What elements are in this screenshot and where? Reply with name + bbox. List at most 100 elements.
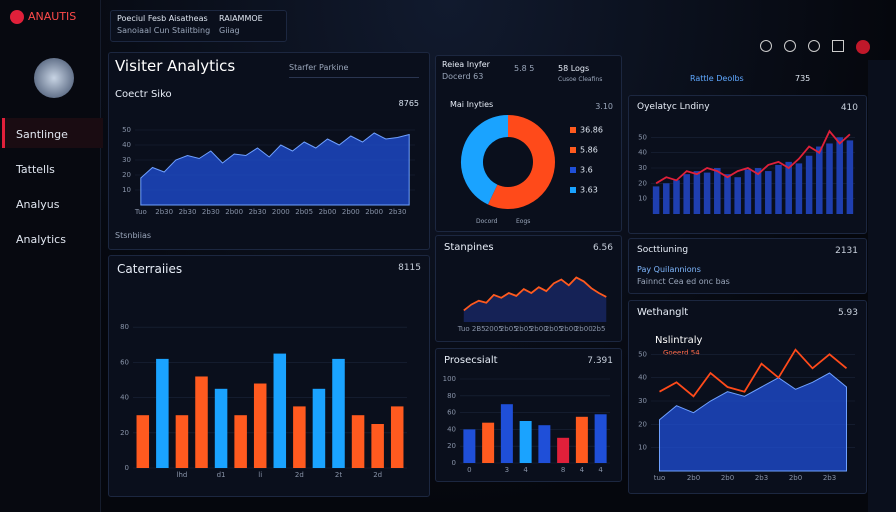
bar	[714, 168, 721, 214]
nav-item[interactable]: Analytics	[16, 233, 66, 246]
x-tick-label: 4	[598, 466, 603, 474]
y-tick-label: 60	[447, 409, 456, 417]
y-tick-label: 0	[452, 459, 456, 467]
bar	[734, 177, 741, 214]
x-tick-label: li	[258, 471, 262, 479]
x-tick-label: 2b05	[500, 325, 518, 333]
chart-title: Stanpines	[444, 242, 494, 253]
toolbar-value: 735	[795, 74, 811, 83]
x-tick-label: 8	[561, 466, 565, 474]
icon[interactable]	[808, 40, 820, 52]
dropdown[interactable]: Starfer Parkine	[289, 63, 419, 78]
panel-sub: Docerd 63	[442, 72, 484, 81]
x-tick-label: 2b30	[389, 208, 407, 216]
donut-segment	[488, 115, 555, 209]
x-tick-label: 2b00	[365, 208, 383, 216]
donut-panel: Reiea Inyfer Docerd 63 5.8 5 58 Logs Cus…	[435, 55, 622, 232]
bar	[156, 358, 169, 468]
nav-item[interactable]: Santlinge	[16, 128, 68, 141]
bar	[805, 155, 813, 214]
x-tick-label: 2b30	[179, 208, 197, 216]
x-tick-label: 2d	[373, 471, 382, 479]
area	[659, 372, 847, 472]
legend-label: 5.86	[580, 146, 598, 155]
line-panel: Stanpines 6.56 Tuo 2B5 2005 2b05 2b05 2b00 2b0…	[435, 235, 622, 342]
brand: ANAUTIS	[28, 10, 77, 23]
donut-label: Docord	[476, 218, 498, 225]
bar	[724, 174, 731, 214]
x-tick-label: 2b0	[687, 474, 700, 482]
bar	[312, 388, 326, 468]
info-box: 5.8 5	[514, 64, 535, 73]
bar	[754, 168, 762, 214]
legend-swatch	[570, 187, 576, 193]
legend-label: 3.6	[580, 166, 593, 175]
chart-readout: 8765	[398, 99, 419, 108]
bar	[371, 424, 384, 468]
bar	[775, 164, 782, 214]
x-tick-label: 2b00	[575, 325, 593, 333]
nav-item[interactable]: Analyus	[16, 198, 60, 211]
panel-footer: Stsnbiias	[115, 231, 152, 240]
bar	[195, 376, 208, 468]
bar	[744, 169, 752, 214]
legend-swatch	[570, 147, 576, 153]
bar	[351, 415, 365, 468]
bar	[519, 421, 532, 463]
chart-title: Caterraiies	[117, 262, 183, 276]
bar	[652, 186, 660, 214]
icon[interactable]	[784, 40, 796, 52]
nav-item[interactable]: Tattells	[16, 163, 55, 176]
chart-title: Coectr Siko	[115, 89, 172, 100]
toolbar-label[interactable]: Rattle Deolbs	[690, 74, 744, 83]
x-tick-label: 2b00	[319, 208, 337, 216]
y-tick-label: 10	[122, 186, 131, 194]
note: Pay Quilannions	[637, 265, 701, 274]
avatar[interactable]	[856, 40, 870, 54]
chart-readout: 5.93	[837, 308, 858, 318]
x-tick-label: 2b00	[530, 325, 548, 333]
right-strip	[868, 60, 896, 512]
chart-title: Prosecsialt	[444, 355, 498, 366]
chart-readout: 7.391	[587, 356, 613, 366]
bar	[836, 137, 843, 214]
bar	[482, 422, 495, 463]
tab-sub: Giiag	[219, 26, 240, 35]
y-tick-label: 40	[122, 141, 131, 149]
top-tab[interactable]: Poeciul Fesb Aisatheas Sanoiaal Cun Stai…	[110, 10, 287, 42]
x-tick-label: Tuo	[457, 325, 470, 333]
bar	[826, 143, 833, 214]
chart: 36.86 5.86 3.6 3.63	[461, 115, 603, 209]
tab-sub: Sanoiaal Cun Staiitbing	[117, 26, 211, 35]
x-tick-label: 2b00	[342, 208, 360, 216]
page-title: Visiter Analytics	[115, 57, 236, 75]
legend-swatch	[570, 167, 576, 173]
icon[interactable]	[760, 40, 772, 52]
x-tick-label: 2b05	[515, 325, 533, 333]
x-tick-label: 2B5	[472, 325, 486, 333]
icon[interactable]	[832, 40, 844, 52]
bar	[575, 416, 588, 463]
bar	[785, 161, 792, 214]
bar	[795, 163, 803, 214]
chart-title: Oyelatyc Lndiny	[637, 102, 710, 112]
x-tick-label: 2005	[485, 325, 503, 333]
tab-title: RAIAMMOE	[219, 14, 263, 23]
line	[659, 348, 848, 398]
x-tick-label: 2b3	[755, 474, 768, 482]
y-tick-label: 80	[120, 323, 129, 331]
bar	[765, 171, 772, 214]
x-tick-label: d1	[217, 471, 226, 479]
bar	[663, 183, 670, 214]
x-tick-label: 2b3	[823, 474, 836, 482]
y-tick-label: 20	[638, 420, 647, 428]
logo	[10, 10, 24, 24]
y-tick-label: 10	[638, 195, 647, 203]
chart-readout: 6.56	[592, 243, 613, 253]
x-tick-label: 3	[505, 466, 509, 474]
x-tick-label: 2b05	[295, 208, 313, 216]
bar	[673, 180, 680, 214]
panel-title: Socttiuning	[637, 245, 689, 255]
chart: 10 20 30 40 50 tuo 2b0 2b0 2b3 2b0 2b3	[638, 348, 855, 482]
